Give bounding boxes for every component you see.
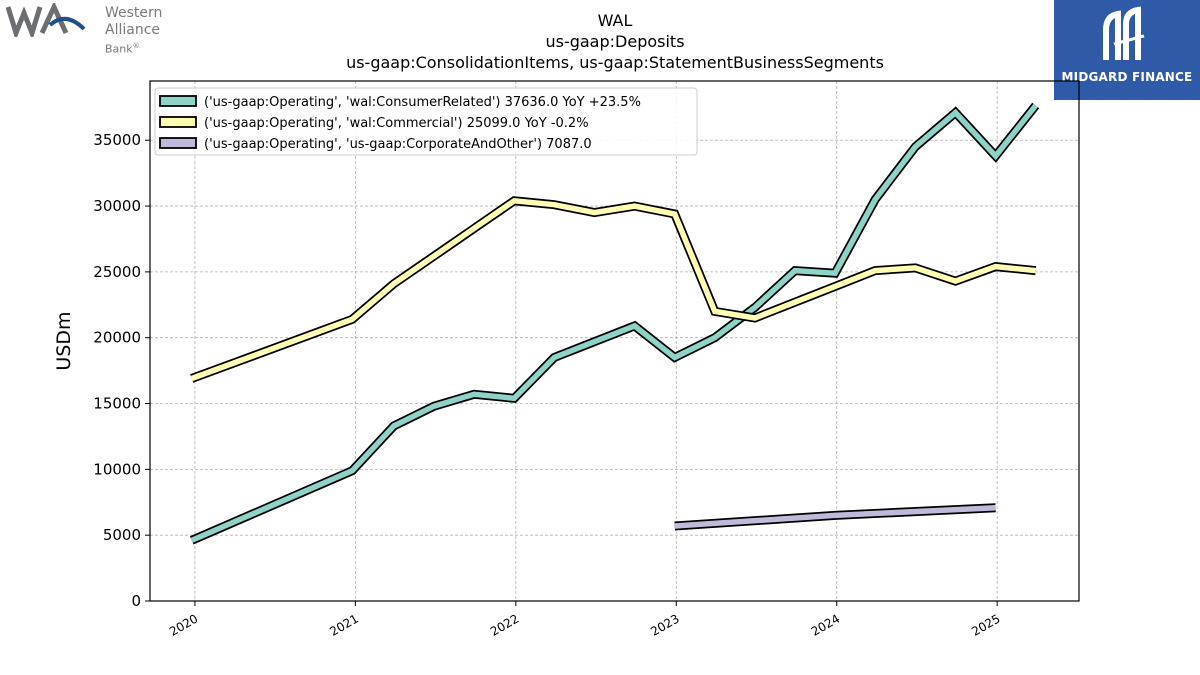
logo-line1: Western Alliance bbox=[105, 5, 163, 38]
legend-swatch-1 bbox=[159, 116, 197, 128]
y-tick-label: 30000 bbox=[93, 197, 141, 215]
series-2-line bbox=[674, 504, 996, 529]
x-tick-label: 2020 bbox=[167, 611, 200, 638]
legend: ('us-gaap:Operating', 'wal:ConsumerRelat… bbox=[154, 87, 698, 156]
y-tick-label: 25000 bbox=[93, 263, 141, 281]
y-tick-label: 10000 bbox=[93, 460, 141, 478]
series-0-line bbox=[190, 103, 1038, 543]
chart-title: WAL us-gaap:Deposits us-gaap:Consolidation… bbox=[346, 11, 884, 72]
wa-monogram-icon bbox=[5, 1, 86, 41]
series-1-outline bbox=[190, 196, 1037, 383]
registered-mark: ® bbox=[132, 42, 140, 50]
title-line-2: us-gaap:ConsolidationItems, us-gaap:Stat… bbox=[346, 53, 884, 72]
x-tick-label: 2022 bbox=[488, 611, 521, 638]
y-axis-label: USDm bbox=[53, 311, 75, 370]
x-tick-label: 2025 bbox=[969, 611, 1002, 638]
western-alliance-wordmark: Western Alliance Bank® bbox=[105, 5, 221, 57]
title-line-1: us-gaap:Deposits bbox=[545, 32, 684, 51]
legend-swatch-0 bbox=[159, 95, 197, 107]
series-0-outline bbox=[189, 102, 1040, 545]
legend-label-0: ('us-gaap:Operating', 'wal:ConsumerRelat… bbox=[204, 95, 641, 110]
x-tick-label: 2024 bbox=[809, 611, 842, 638]
x-axis-ticks: 2020 2021 2022 2023 2024 2025 bbox=[167, 601, 1003, 639]
logo-line2-text: Bank bbox=[105, 42, 133, 56]
y-tick-label: 0 bbox=[131, 592, 141, 610]
y-tick-label: 35000 bbox=[93, 131, 141, 149]
title-line-0: WAL bbox=[598, 11, 633, 30]
legend-swatch-2 bbox=[159, 137, 197, 149]
plot-frame bbox=[149, 80, 1080, 602]
legend-label-2: ('us-gaap:Operating', 'us-gaap:Corporate… bbox=[204, 137, 592, 152]
midgard-finance-text: MIDGARD FINANCE bbox=[1061, 70, 1193, 84]
legend-box bbox=[154, 87, 698, 156]
grid-lines bbox=[150, 81, 1079, 602]
y-axis-ticks: 0 5000 10000 15000 20000 25000 30000 35000 bbox=[93, 131, 150, 610]
x-tick-label: 2023 bbox=[648, 611, 681, 638]
y-tick-label: 15000 bbox=[93, 395, 141, 413]
western-alliance-logo: Western Alliance Bank® bbox=[5, 1, 221, 56]
midgard-finance-logo: MIDGARD FINANCE bbox=[1054, 0, 1200, 100]
x-tick-label: 2021 bbox=[327, 611, 360, 638]
y-tick-label: 20000 bbox=[93, 329, 141, 347]
series-1-line bbox=[190, 197, 1036, 382]
legend-label-1: ('us-gaap:Operating', 'wal:Commercial') … bbox=[204, 116, 589, 131]
midgard-monogram-icon bbox=[1103, 6, 1145, 60]
y-tick-label: 5000 bbox=[103, 526, 141, 544]
series-lines bbox=[189, 102, 1040, 545]
logo-line2: Bank® bbox=[105, 39, 221, 57]
